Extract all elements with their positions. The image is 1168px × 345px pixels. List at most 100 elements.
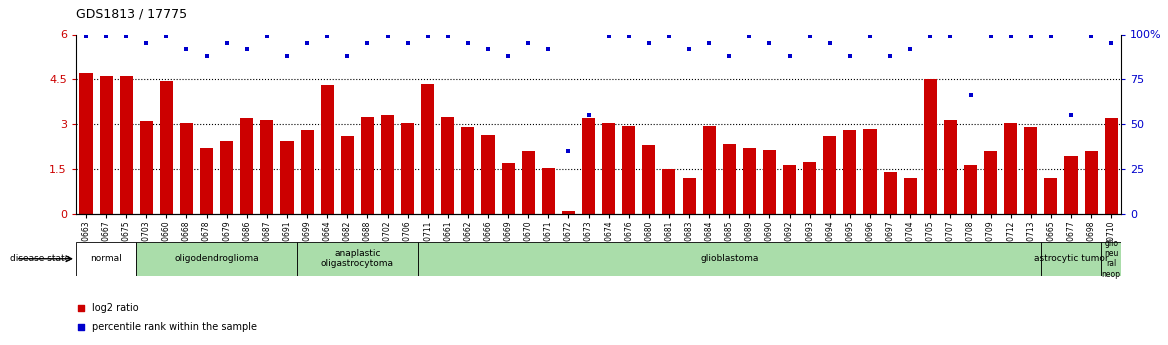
Bar	[461, 127, 474, 214]
Bar	[843, 130, 856, 214]
Bar	[1004, 123, 1017, 214]
Bar	[804, 161, 816, 214]
Bar	[703, 126, 716, 214]
Bar	[119, 76, 133, 214]
Bar	[241, 118, 253, 214]
Point	[318, 33, 336, 39]
Point	[1082, 33, 1100, 39]
Text: percentile rank within the sample: percentile rank within the sample	[92, 322, 257, 332]
Bar	[1064, 156, 1078, 214]
Text: log2 ratio: log2 ratio	[92, 303, 139, 313]
Text: glioblastoma: glioblastoma	[700, 254, 758, 263]
Bar	[783, 165, 797, 214]
Bar	[1041, 241, 1101, 276]
Point	[137, 41, 155, 46]
Point	[901, 46, 919, 52]
Bar	[297, 241, 418, 276]
Bar	[180, 123, 193, 214]
Bar	[361, 117, 374, 214]
Point	[359, 41, 377, 46]
Bar	[79, 73, 92, 214]
Point	[981, 33, 1000, 39]
Point	[178, 46, 196, 52]
Point	[278, 53, 297, 59]
Point	[660, 33, 679, 39]
Point	[719, 53, 738, 59]
Bar	[401, 123, 415, 214]
Point	[1022, 33, 1041, 39]
Point	[338, 53, 356, 59]
Point	[700, 41, 718, 46]
Point	[1101, 41, 1120, 46]
Bar	[924, 79, 937, 214]
Point	[519, 41, 537, 46]
Bar	[623, 126, 635, 214]
Point	[157, 33, 175, 39]
Bar	[1105, 118, 1118, 214]
Bar	[542, 168, 555, 214]
Point	[741, 33, 759, 39]
Point	[780, 53, 799, 59]
Bar	[904, 178, 917, 214]
Point	[680, 46, 698, 52]
Point	[1042, 33, 1061, 39]
Bar	[723, 144, 736, 214]
Point	[418, 33, 437, 39]
Text: glio
neu
ral
neop: glio neu ral neop	[1101, 239, 1121, 279]
Point	[599, 33, 618, 39]
Bar	[603, 123, 616, 214]
Point	[841, 53, 860, 59]
Bar	[682, 178, 696, 214]
Point	[861, 33, 880, 39]
Bar	[137, 241, 297, 276]
Bar	[160, 81, 173, 214]
Point	[1001, 33, 1020, 39]
Bar	[200, 148, 213, 214]
Point	[77, 33, 96, 39]
Point	[579, 112, 598, 118]
Bar	[300, 130, 314, 214]
Bar	[501, 163, 515, 214]
Point	[217, 41, 236, 46]
Bar	[1044, 178, 1057, 214]
Bar	[260, 120, 273, 214]
Point	[71, 324, 90, 329]
Bar	[662, 169, 675, 214]
Point	[398, 41, 417, 46]
Bar	[422, 84, 434, 214]
Point	[378, 33, 397, 39]
Bar	[562, 211, 575, 214]
Text: GDS1813 / 17775: GDS1813 / 17775	[76, 7, 187, 20]
Point	[559, 148, 578, 154]
Point	[640, 41, 659, 46]
Bar	[985, 151, 997, 214]
Bar	[418, 241, 1041, 276]
Text: disease state: disease state	[9, 254, 70, 263]
Point	[920, 33, 939, 39]
Bar	[823, 136, 836, 214]
Bar	[763, 150, 776, 214]
Point	[820, 41, 839, 46]
Bar	[381, 115, 394, 214]
Text: oligodendroglioma: oligodendroglioma	[174, 254, 259, 263]
Point	[117, 33, 135, 39]
Bar	[1101, 241, 1121, 276]
Bar	[481, 135, 494, 214]
Bar	[341, 136, 354, 214]
Point	[298, 41, 317, 46]
Point	[961, 93, 980, 98]
Point	[197, 53, 216, 59]
Point	[760, 41, 779, 46]
Point	[237, 46, 256, 52]
Bar	[883, 172, 897, 214]
Bar	[140, 121, 153, 214]
Bar	[321, 85, 334, 214]
Text: astrocytic tumor: astrocytic tumor	[1034, 254, 1108, 263]
Text: anaplastic
oligastrocytoma: anaplastic oligastrocytoma	[321, 249, 394, 268]
Point	[881, 53, 899, 59]
Point	[800, 33, 819, 39]
Bar	[76, 241, 137, 276]
Point	[438, 33, 457, 39]
Bar	[99, 76, 112, 214]
Bar	[863, 129, 876, 214]
